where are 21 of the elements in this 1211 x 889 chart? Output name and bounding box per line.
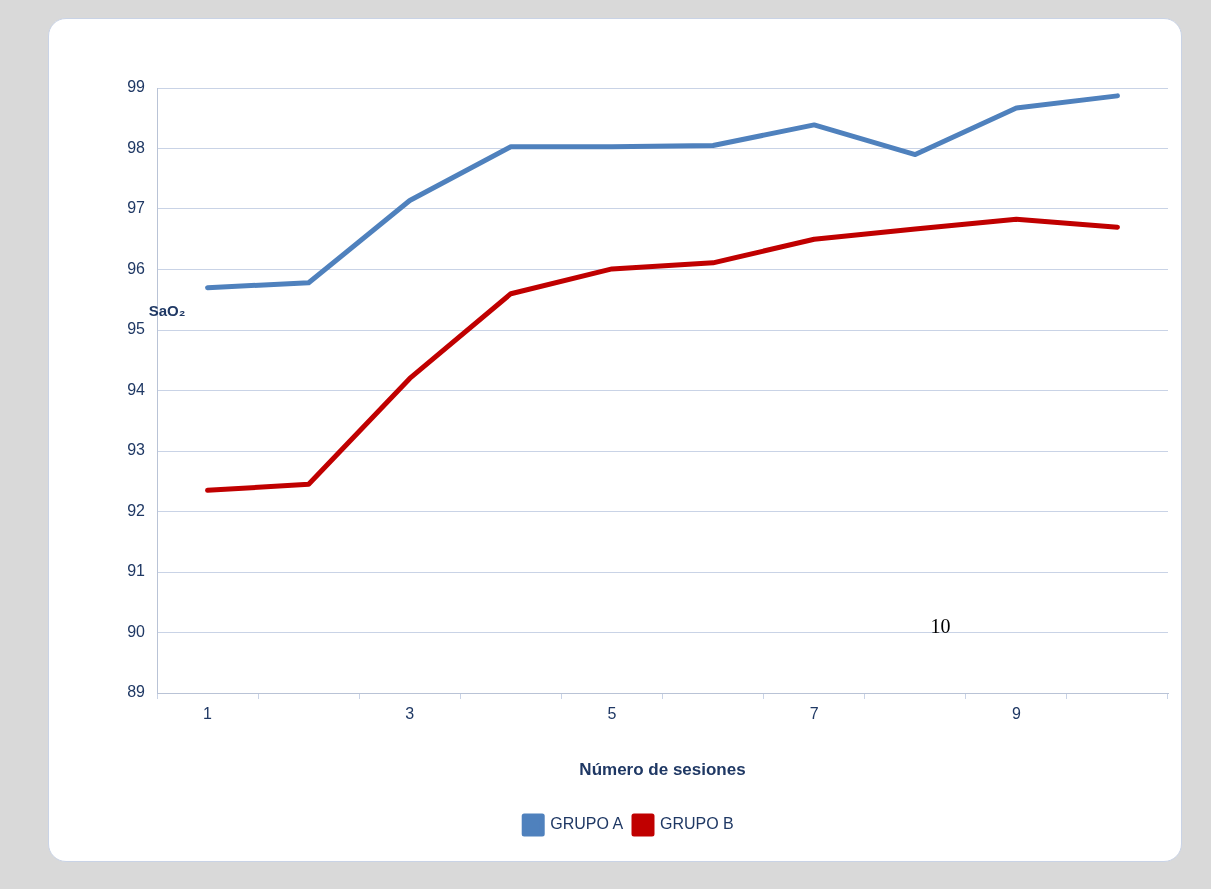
y-tick-label: 98 xyxy=(127,138,146,156)
x-tick-label: 7 xyxy=(809,705,819,723)
y-tick-label: 94 xyxy=(127,380,146,398)
y-tick-label: 90 xyxy=(127,622,146,640)
y-tick-label: 97 xyxy=(127,199,146,217)
x-tick-label: 3 xyxy=(405,705,415,723)
y-tick-label: 89 xyxy=(127,683,146,701)
y-tick-label: 92 xyxy=(127,501,146,519)
x-tick-label: 9 xyxy=(1011,705,1021,723)
x-axis-title: Número de sesiones xyxy=(579,760,746,780)
x-tick-label: 1 xyxy=(203,705,213,723)
y-tick-label: 93 xyxy=(127,441,146,459)
legend-label: GRUPO B xyxy=(660,815,734,833)
y-axis-title: SaO₂ xyxy=(148,301,186,319)
y-tick-label: 91 xyxy=(127,562,146,580)
annotation: 10 xyxy=(930,614,951,637)
legend-label: GRUPO A xyxy=(550,815,624,833)
x-tick-label: 5 xyxy=(607,705,617,723)
y-tick-label: 99 xyxy=(127,78,146,96)
y-tick-label: 95 xyxy=(127,320,146,338)
y-tick-label: 96 xyxy=(127,259,146,277)
